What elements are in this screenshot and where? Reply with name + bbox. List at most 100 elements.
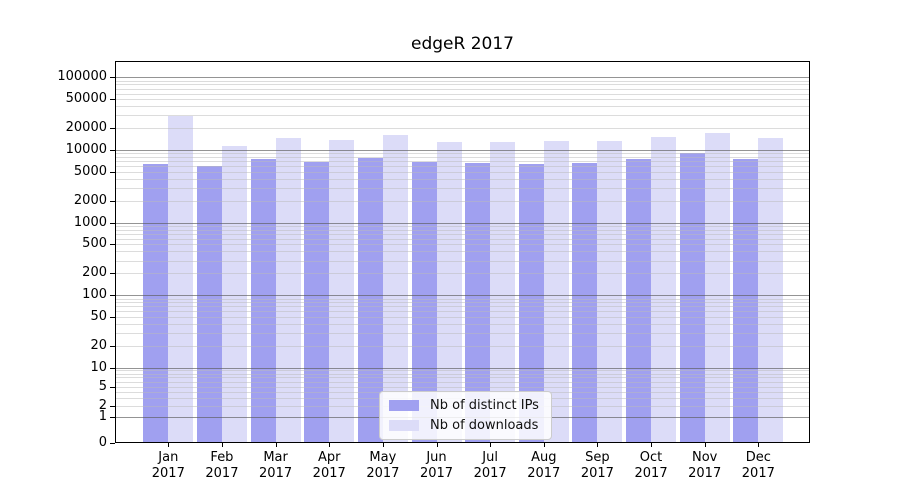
x-axis-tick-label: Oct	[639, 450, 663, 465]
x-axis-tick-label: Nov	[692, 450, 718, 465]
gridline-minor	[115, 233, 809, 235]
x-axis-tick-label: 2017	[741, 466, 775, 481]
gridline-minor	[115, 377, 809, 379]
gridline-minor	[115, 251, 809, 253]
gridline-major	[115, 150, 809, 151]
gridline-minor	[115, 298, 809, 300]
y-axis-tick-label: 1000	[73, 214, 107, 230]
x-axis-tick-label: 2017	[366, 466, 400, 481]
x-axis-tick-label: 2017	[527, 466, 561, 481]
bar-nb-of-distinct-ips-may-2017	[357, 157, 383, 443]
x-axis-tick	[168, 443, 170, 447]
y-axis-tick-label: 100000	[57, 69, 107, 85]
y-axis-tick	[110, 200, 115, 202]
x-axis-tick-label: 2017	[259, 466, 293, 481]
gridline-minor	[115, 387, 809, 388]
x-axis-tick-label: Jun	[426, 450, 447, 465]
legend-item-downloads: Nb of downloads	[389, 418, 539, 433]
x-axis-tick-label: Jul	[482, 450, 498, 465]
y-axis-tick-label: 5000	[73, 163, 107, 179]
chart-title: edgeR 2017	[411, 34, 514, 54]
y-axis-tick	[110, 345, 115, 347]
y-axis-tick-label: 100	[82, 287, 107, 303]
x-axis-tick-label: Aug	[531, 450, 557, 465]
gridline-minor	[115, 345, 809, 347]
y-axis-tick-label: 50000	[65, 91, 107, 107]
y-axis-tick	[110, 171, 115, 173]
y-axis-tick-label: 20	[90, 337, 107, 353]
y-axis-tick-label: 2	[98, 398, 107, 413]
gridline-minor	[115, 80, 809, 82]
x-axis-tick	[382, 443, 384, 447]
x-axis-tick	[221, 443, 223, 447]
x-axis-tick-label: May	[369, 450, 397, 465]
y-axis-tick	[110, 77, 115, 79]
gridline-minor	[115, 244, 809, 246]
y-axis-tick	[110, 128, 115, 130]
gridline-minor	[115, 106, 809, 108]
y-axis-tick	[110, 244, 115, 246]
gridline-minor	[115, 171, 809, 173]
y-axis-tick	[110, 222, 115, 224]
x-axis-tick	[329, 443, 331, 447]
bar-nb-of-downloads-nov-2017	[704, 132, 730, 443]
bar-nb-of-distinct-ips-mar-2017	[250, 159, 276, 443]
y-axis-tick	[110, 317, 115, 319]
y-axis-tick-label: 2000	[73, 192, 107, 208]
gridline-minor	[115, 260, 809, 262]
y-axis-tick	[110, 150, 115, 151]
gridline-minor	[115, 128, 809, 130]
bar-nb-of-downloads-feb-2017	[221, 145, 247, 443]
x-axis-tick-label: Mar	[263, 450, 288, 465]
x-axis-tick	[436, 443, 438, 447]
x-axis-tick-label: 2017	[580, 466, 614, 481]
y-axis-tick	[110, 387, 115, 388]
gridline-major	[115, 222, 809, 224]
x-axis-tick	[758, 443, 760, 447]
y-axis-tick	[110, 406, 115, 407]
bar-nb-of-distinct-ips-dec-2017	[733, 159, 759, 443]
x-axis-tick-label: Sep	[585, 450, 610, 465]
x-axis-tick-label: Apr	[317, 450, 341, 465]
y-axis-tick	[110, 273, 115, 275]
y-axis-tick-label: 0	[98, 435, 107, 450]
x-axis-tick-label: Feb	[210, 450, 234, 465]
x-axis-tick-label: 2017	[688, 466, 722, 481]
gridline-minor	[115, 225, 809, 227]
legend-swatch-distinct-ips	[389, 400, 419, 411]
x-axis-tick-label: 2017	[312, 466, 346, 481]
gridline-minor	[115, 187, 809, 189]
x-axis-tick-label: 2017	[205, 466, 239, 481]
x-axis-tick	[651, 443, 653, 447]
gridline-minor	[115, 333, 809, 335]
gridline-major	[115, 295, 809, 297]
x-axis-tick-label: 2017	[419, 466, 454, 481]
gridline-minor	[115, 99, 809, 101]
y-axis-tick	[110, 417, 115, 418]
gridline-minor	[115, 317, 809, 319]
legend: Nb of distinct IPs Nb of downloads	[379, 391, 552, 440]
y-axis-tick	[110, 367, 115, 369]
y-axis-tick	[110, 295, 115, 297]
bar-nb-of-distinct-ips-jan-2017	[143, 163, 169, 443]
y-axis-tick	[110, 99, 115, 101]
x-axis-tick-label: 2017	[634, 466, 668, 481]
gridline-minor	[115, 157, 809, 159]
bar-nb-of-downloads-sep-2017	[597, 141, 623, 443]
gridline-minor	[115, 166, 809, 168]
y-axis-tick-label: 50	[90, 309, 107, 325]
y-axis-tick-label: 5	[98, 379, 107, 394]
x-axis-tick	[275, 443, 277, 447]
y-axis-tick-label: 1	[98, 409, 107, 424]
bar-nb-of-distinct-ips-oct-2017	[626, 159, 652, 443]
legend-label-distinct-ips: Nb of distinct IPs	[430, 398, 539, 413]
gridline-minor	[115, 161, 809, 163]
x-axis-tick-label: 2017	[151, 466, 185, 481]
gridline-minor	[115, 93, 809, 95]
x-axis-tick	[490, 443, 492, 447]
gridline-minor	[115, 115, 809, 117]
gridline-minor	[115, 88, 809, 90]
bar-nb-of-downloads-jan-2017	[168, 116, 194, 443]
gridline-minor	[115, 200, 809, 202]
